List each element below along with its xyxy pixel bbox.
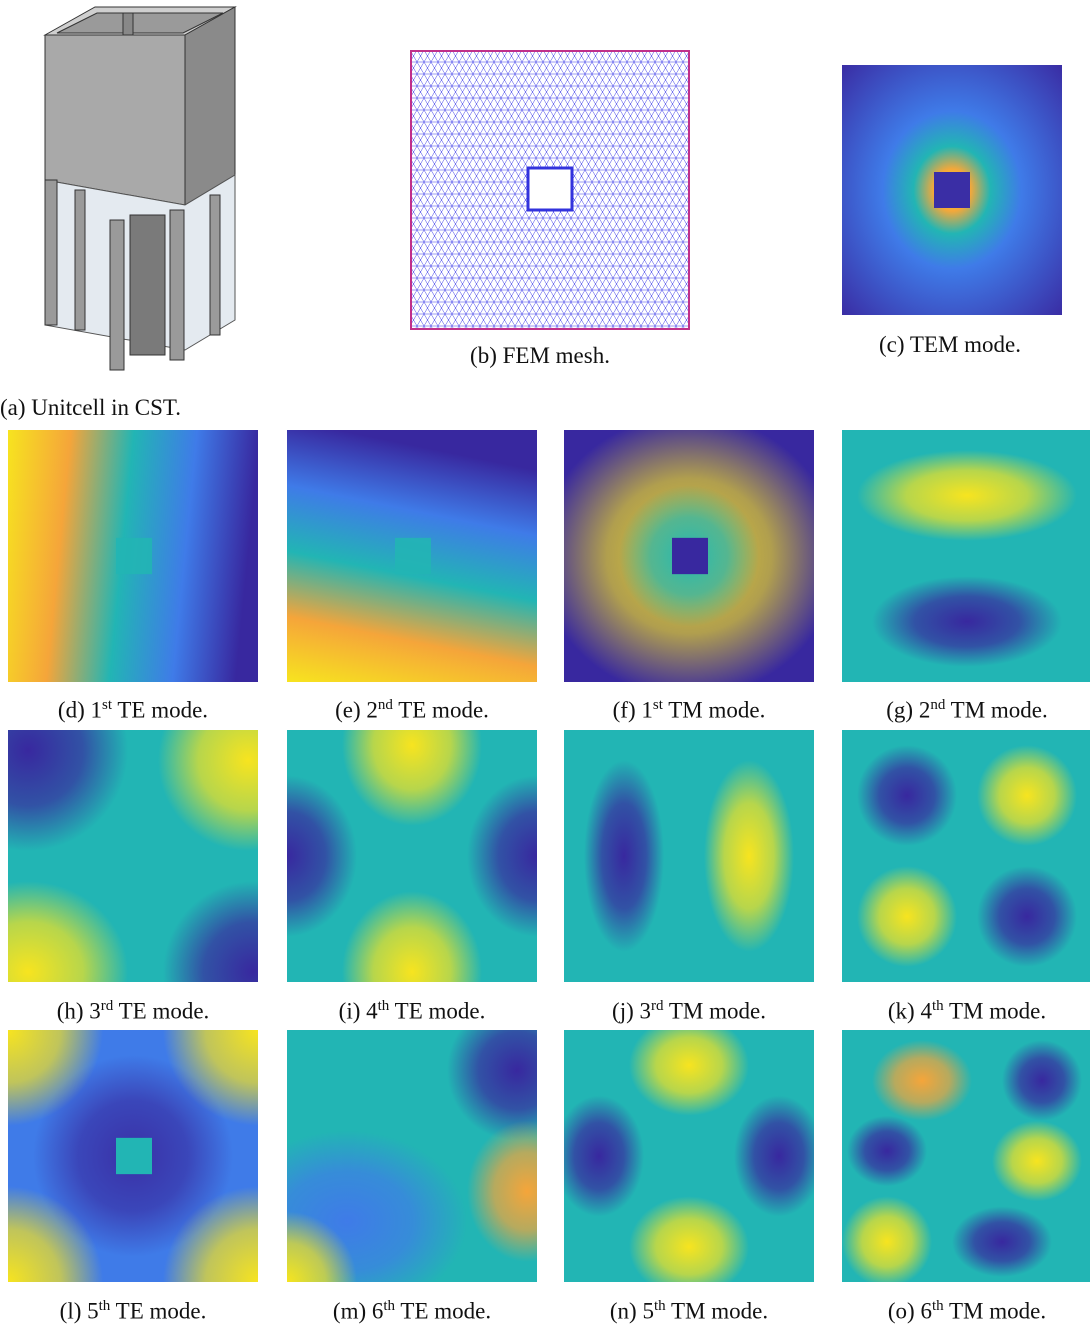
caption-label: (h): [56, 998, 84, 1024]
caption-caption: TE mode.: [118, 998, 210, 1024]
caption-suffix: rd: [100, 998, 114, 1014]
caption-suffix: th: [653, 1298, 666, 1314]
tem-image: [842, 65, 1062, 315]
caption: (a) Unitcell in CST.: [0, 395, 181, 421]
caption-text: TEM mode.: [909, 332, 1022, 357]
caption: (g) 2nd TM mode.: [832, 697, 1090, 724]
caption-label: (d): [57, 697, 85, 723]
mode-image: [287, 1030, 537, 1282]
caption-suffix: th: [931, 998, 944, 1014]
caption-text: (b): [470, 343, 497, 368]
caption-caption: TM mode.: [948, 1298, 1047, 1324]
caption-ordinal: 4: [366, 998, 378, 1024]
caption: (o) 6th TM mode.: [832, 1298, 1090, 1325]
caption-label: (f): [612, 697, 636, 723]
mode-image: [8, 430, 258, 682]
unitcell-image: [43, 6, 237, 371]
caption-suffix: th: [377, 998, 390, 1014]
mode-image: [564, 430, 814, 682]
caption: (b) FEM mesh.: [440, 343, 640, 369]
caption-ordinal: 3: [89, 998, 101, 1024]
caption-suffix: th: [383, 1298, 396, 1314]
caption-text: (c): [878, 332, 905, 357]
caption-label: (i): [338, 998, 361, 1024]
caption: (d) 1st TE mode.: [0, 697, 268, 724]
caption-caption: TM mode.: [950, 697, 1048, 723]
caption-ordinal: 6: [920, 1298, 932, 1324]
caption-ordinal: 1: [90, 697, 103, 723]
caption-label: (n): [609, 1298, 637, 1324]
caption-suffix: th: [98, 1298, 111, 1314]
mode-image: [842, 430, 1090, 682]
caption-caption: TM mode.: [668, 697, 766, 723]
mode-image: [287, 730, 537, 982]
caption-label: (e): [335, 697, 361, 723]
caption-suffix: st: [102, 697, 113, 713]
mode-image: [8, 730, 258, 982]
mode-image: [287, 430, 537, 682]
mode-image: [564, 1030, 814, 1282]
caption-suffix: rd: [651, 998, 664, 1014]
caption-text: Unitcell in CST.: [31, 395, 181, 420]
caption-text: FEM mesh.: [502, 343, 610, 368]
mesh-image: [410, 50, 690, 330]
caption: (l) 5th TE mode.: [0, 1298, 268, 1325]
caption-suffix: nd: [377, 697, 393, 713]
caption: (h) 3rd TE mode.: [0, 998, 268, 1025]
caption-ordinal: 4: [920, 998, 932, 1024]
caption-ordinal: 1: [641, 697, 653, 723]
caption-caption: TE mode.: [115, 1298, 207, 1324]
caption: (i) 4th TE mode.: [277, 998, 547, 1025]
mode-image: [564, 730, 814, 982]
caption-label: (k): [887, 998, 915, 1024]
caption-caption: TE mode.: [394, 998, 486, 1024]
caption: (k) 4th TM mode.: [832, 998, 1090, 1025]
mode-image: [8, 1030, 258, 1282]
caption-label: (j): [612, 998, 634, 1024]
caption-ordinal: 2: [366, 697, 378, 723]
caption-text: (a): [0, 395, 26, 420]
caption-ordinal: 5: [642, 1298, 654, 1324]
caption-caption: TM mode.: [948, 998, 1047, 1024]
caption-ordinal: 3: [639, 998, 652, 1024]
caption-label: (g): [886, 697, 914, 723]
caption: (m) 6th TE mode.: [277, 1298, 547, 1325]
caption-label: (o): [887, 1298, 915, 1324]
caption-caption: TE mode.: [117, 697, 209, 723]
caption-caption: TM mode.: [668, 998, 766, 1024]
caption: (n) 5th TM mode.: [554, 1298, 824, 1325]
caption-suffix: th: [931, 1298, 944, 1314]
mode-image: [842, 730, 1090, 982]
caption: (j) 3rd TM mode.: [554, 998, 824, 1025]
caption-ordinal: 2: [918, 697, 931, 723]
caption-suffix: nd: [930, 697, 946, 713]
caption-ordinal: 6: [371, 1298, 384, 1324]
caption: (c) TEM mode.: [850, 332, 1050, 358]
mode-image: [842, 1030, 1090, 1282]
caption: (f) 1st TM mode.: [554, 697, 824, 724]
caption-suffix: st: [652, 697, 663, 713]
caption-caption: TM mode.: [670, 1298, 769, 1324]
caption-caption: TE mode.: [400, 1298, 492, 1324]
caption-ordinal: 5: [87, 1298, 99, 1324]
caption-caption: TE mode.: [398, 697, 489, 723]
caption-label: (l): [59, 1298, 82, 1324]
caption: (e) 2nd TE mode.: [277, 697, 547, 724]
caption-label: (m): [332, 1298, 367, 1324]
